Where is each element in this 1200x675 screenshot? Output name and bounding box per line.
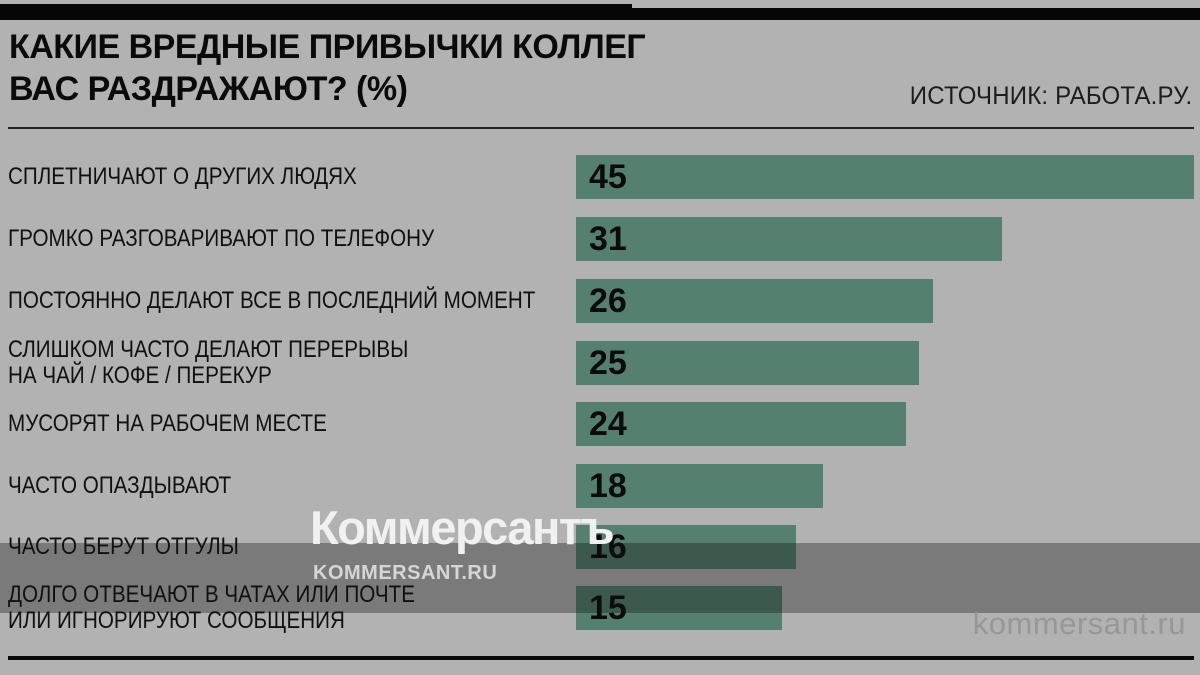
category-label: ДОЛГО ОТВЕЧАЮТ В ЧАТАХ ИЛИ ПОЧТЕ ИЛИ ИГН… <box>8 582 490 634</box>
category-label-line: МУСОРЯТ НА РАБОЧЕМ МЕСТЕ <box>8 410 327 437</box>
category-label: МУСОРЯТ НА РАБОЧЕМ МЕСТЕ <box>8 402 490 446</box>
bar-value: 45 <box>589 157 627 196</box>
bar-littering: 24 <box>576 402 906 446</box>
chart-title-line2: ВАС РАЗДРАЖАЮТ? (%) <box>9 70 408 108</box>
category-label-line: ПОСТОЯННО ДЕЛАЮТ ВСЕ В ПОСЛЕДНИЙ МОМЕНТ <box>8 287 536 314</box>
kommersant-logo: Коммерсантъ <box>310 501 615 554</box>
bar-late: 18 <box>576 464 823 508</box>
category-label: СПЛЕТНИЧАЮТ О ДРУГИХ ЛЮДЯХ <box>8 155 490 199</box>
kommersant-logo-subtext: KOMMERSANT.RU <box>313 562 498 584</box>
kommersant-site-watermark: kommersant.ru <box>972 606 1186 641</box>
category-label-line: СПЛЕТНИЧАЮТ О ДРУГИХ ЛЮДЯХ <box>8 163 357 190</box>
bar-value: 16 <box>589 527 627 566</box>
bar-value: 24 <box>589 404 627 443</box>
category-label: ГРОМКО РАЗГОВАРИВАЮТ ПО ТЕЛЕФОНУ <box>8 217 490 261</box>
header-divider <box>8 127 1194 129</box>
category-label: СЛИШКОМ ЧАСТО ДЕЛАЮТ ПЕРЕРЫВЫ НА ЧАЙ / К… <box>8 337 490 389</box>
top-accent-bar <box>0 8 1200 20</box>
source-label: ИСТОЧНИК: РАБОТА.РУ. <box>909 82 1192 110</box>
category-label-line: ЧАСТО ОПАЗДЫВАЮТ <box>8 472 232 499</box>
bar-breaks: 25 <box>576 341 919 385</box>
bar-value: 15 <box>589 588 627 627</box>
category-label-line: ДОЛГО ОТВЕЧАЮТ В ЧАТАХ ИЛИ ПОЧТЕ <box>8 581 416 608</box>
category-label-line: ГРОМКО РАЗГОВАРИВАЮТ ПО ТЕЛЕФОНУ <box>8 225 435 252</box>
bar-slow-replies: 15 <box>576 586 782 630</box>
category-label-line: ИЛИ ИГНОРИРУЮТ СООБЩЕНИЯ <box>8 607 345 634</box>
bar-value: 31 <box>589 219 627 258</box>
category-label-line: НА ЧАЙ / КОФЕ / ПЕРЕКУР <box>8 362 272 389</box>
chart-title-line1: КАКИЕ ВРЕДНЫЕ ПРИВЫЧКИ КОЛЛЕГ <box>9 28 646 66</box>
category-label-line: ЧАСТО БЕРУТ ОТГУЛЫ <box>8 533 239 560</box>
bottom-divider <box>8 656 1194 660</box>
category-label: ПОСТОЯННО ДЕЛАЮТ ВСЕ В ПОСЛЕДНИЙ МОМЕНТ <box>8 279 536 323</box>
bar-value: 26 <box>589 281 627 320</box>
bar-value: 25 <box>589 343 627 382</box>
bar-value: 18 <box>589 466 627 505</box>
bar-loud-phone: 31 <box>576 217 1002 261</box>
chart-title: КАКИЕ ВРЕДНЫЕ ПРИВЫЧКИ КОЛЛЕГ ВАС РАЗДРА… <box>9 26 909 110</box>
category-label-line: СЛИШКОМ ЧАСТО ДЕЛАЮТ ПЕРЕРЫВЫ <box>8 336 409 363</box>
bar-days-off: 16 <box>576 525 796 569</box>
category-label: ЧАСТО БЕРУТ ОТГУЛЫ <box>8 525 490 569</box>
bar-last-minute: 26 <box>576 279 933 323</box>
bar-gossip: 45 <box>576 155 1194 199</box>
category-label: ЧАСТО ОПАЗДЫВАЮТ <box>8 464 490 508</box>
